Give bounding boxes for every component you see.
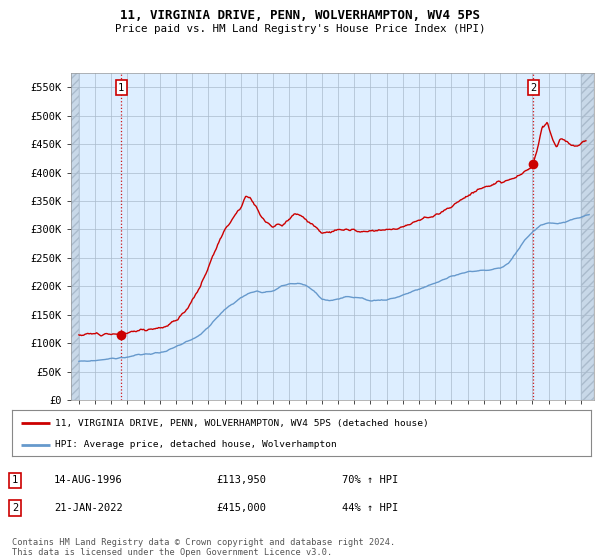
Text: Contains HM Land Registry data © Crown copyright and database right 2024.
This d: Contains HM Land Registry data © Crown c… <box>12 538 395 557</box>
Text: 44% ↑ HPI: 44% ↑ HPI <box>342 503 398 513</box>
Text: 11, VIRGINIA DRIVE, PENN, WOLVERHAMPTON, WV4 5PS (detached house): 11, VIRGINIA DRIVE, PENN, WOLVERHAMPTON,… <box>55 419 429 428</box>
Text: 21-JAN-2022: 21-JAN-2022 <box>54 503 123 513</box>
Text: 2: 2 <box>530 82 536 92</box>
Text: 11, VIRGINIA DRIVE, PENN, WOLVERHAMPTON, WV4 5PS: 11, VIRGINIA DRIVE, PENN, WOLVERHAMPTON,… <box>120 9 480 22</box>
Text: HPI: Average price, detached house, Wolverhampton: HPI: Average price, detached house, Wolv… <box>55 440 337 450</box>
Text: Price paid vs. HM Land Registry's House Price Index (HPI): Price paid vs. HM Land Registry's House … <box>115 24 485 34</box>
Text: 14-AUG-1996: 14-AUG-1996 <box>54 475 123 486</box>
Text: 1: 1 <box>118 82 124 92</box>
Text: 1: 1 <box>12 475 18 486</box>
Text: £415,000: £415,000 <box>216 503 266 513</box>
Text: £113,950: £113,950 <box>216 475 266 486</box>
Text: 2: 2 <box>12 503 18 513</box>
Text: 70% ↑ HPI: 70% ↑ HPI <box>342 475 398 486</box>
